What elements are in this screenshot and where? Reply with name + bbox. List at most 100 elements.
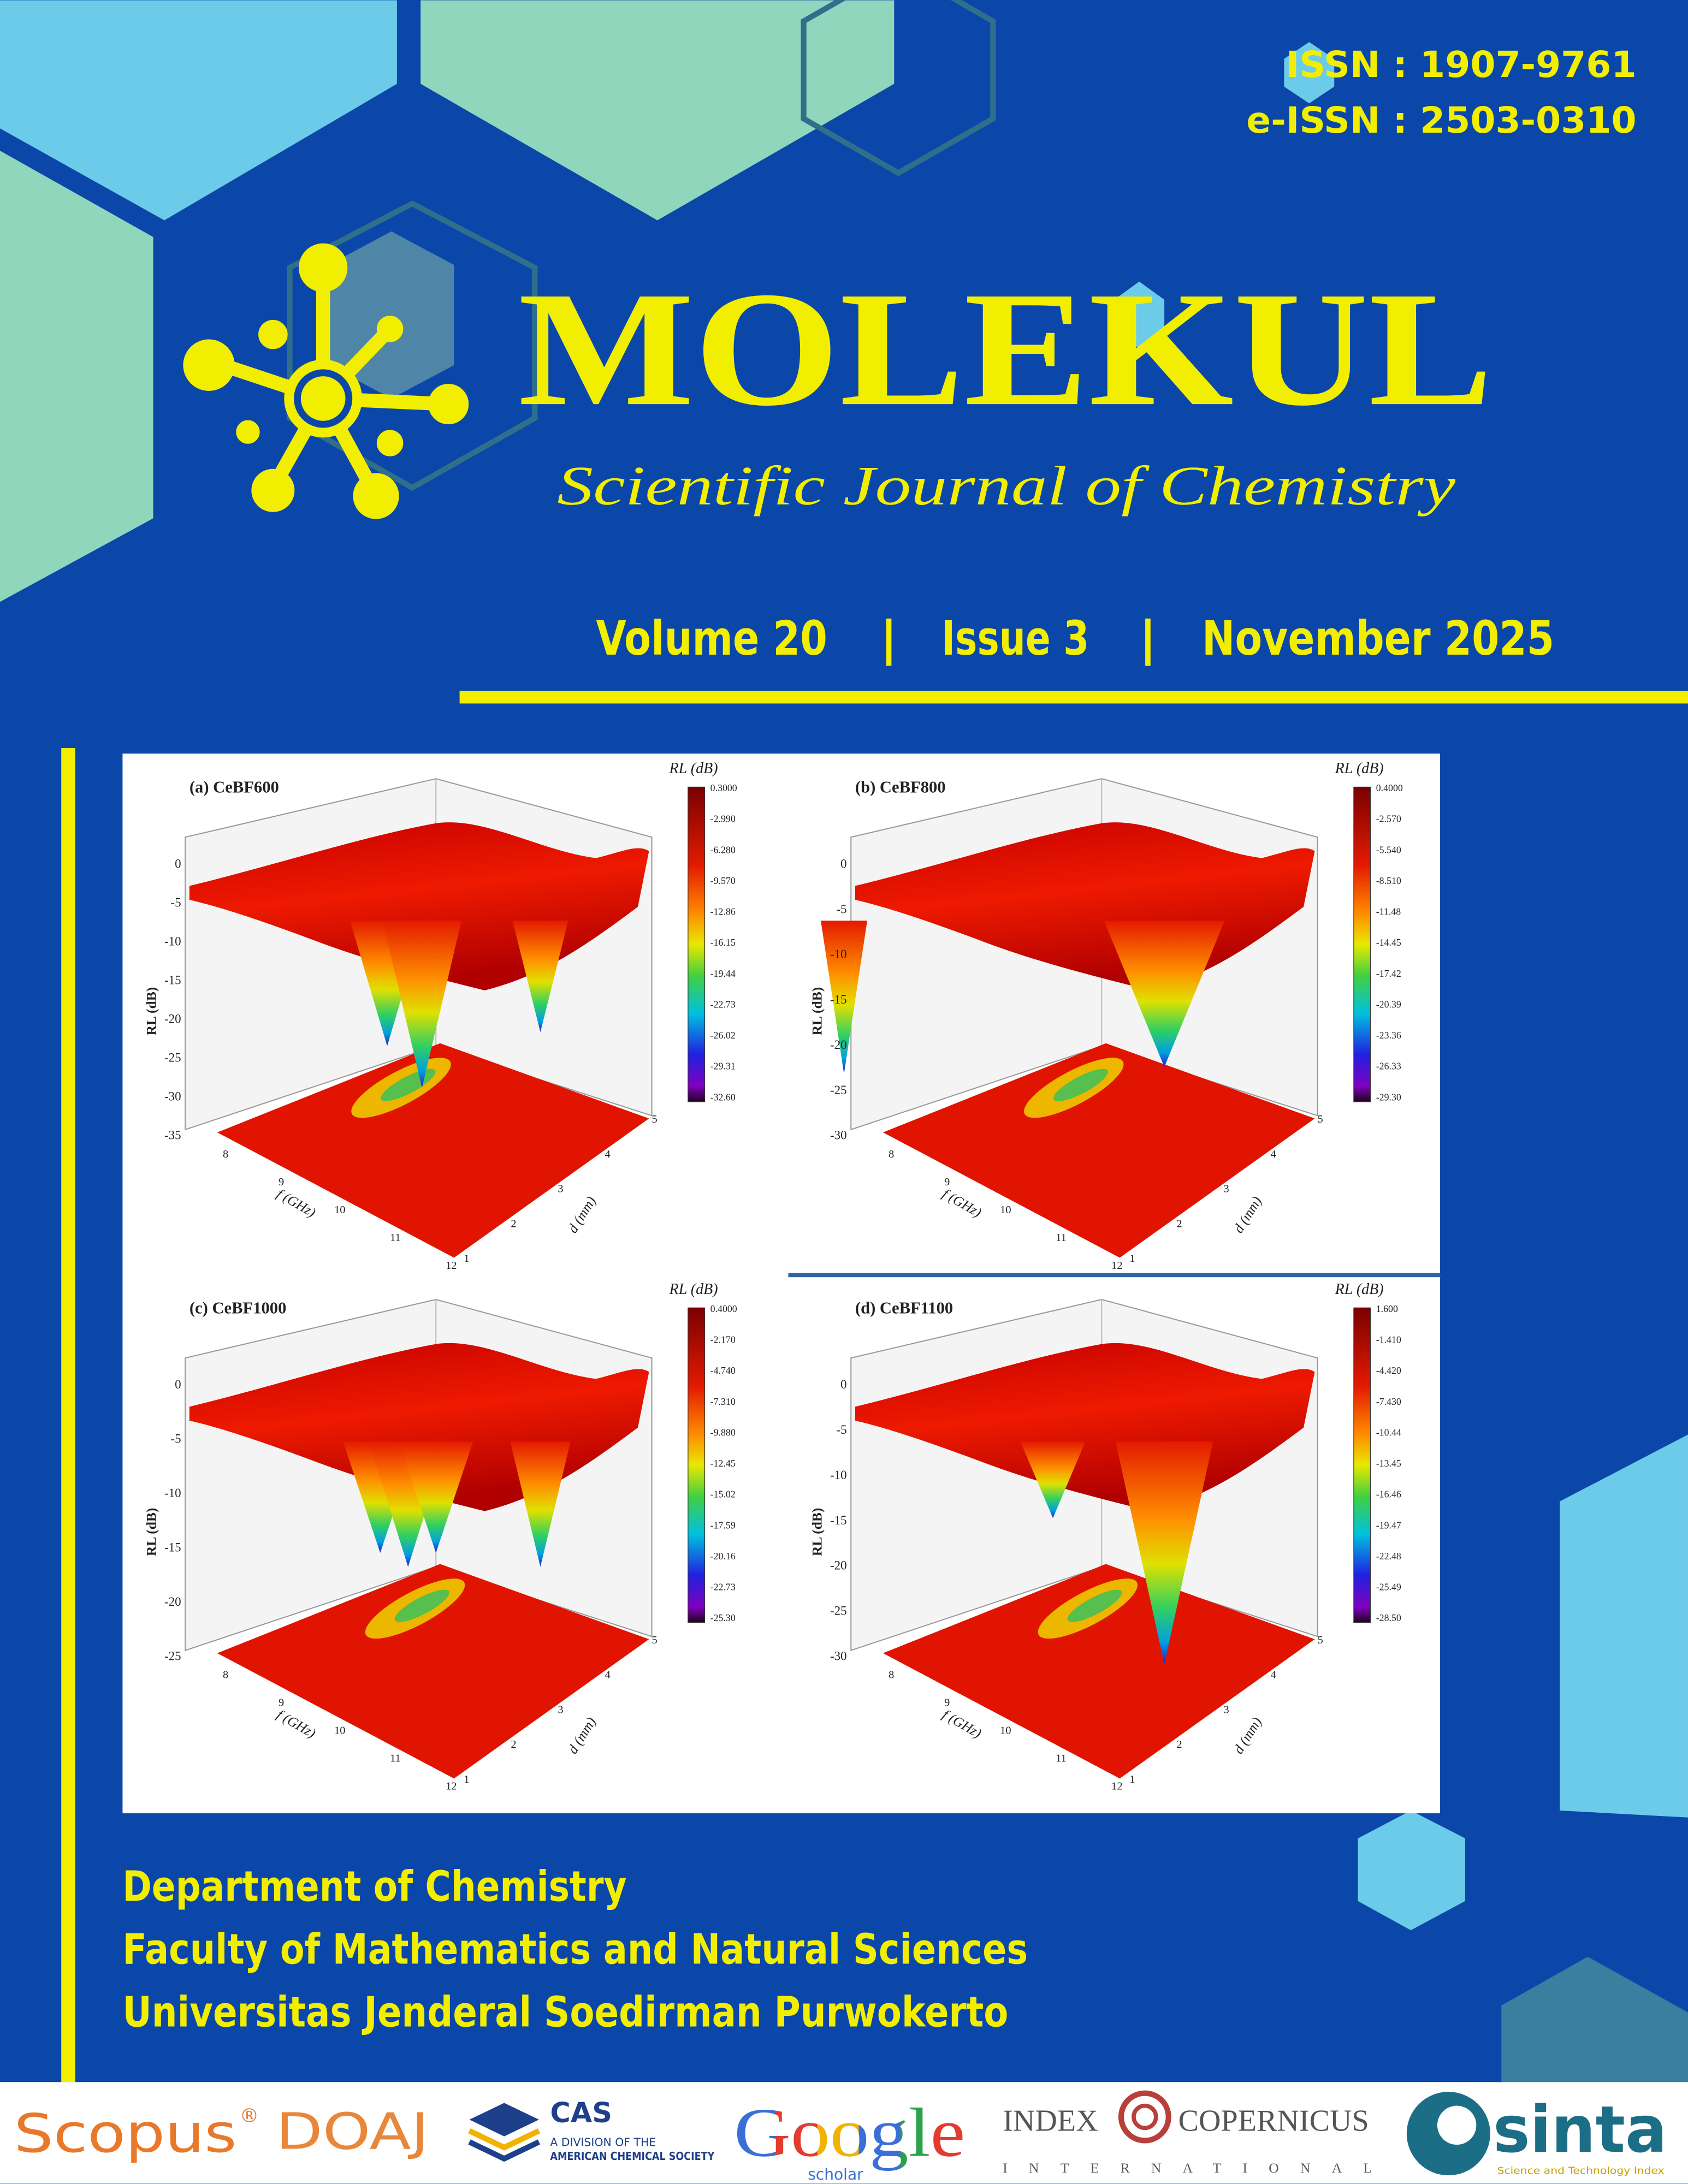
d-tick-label: 3 xyxy=(1223,1704,1229,1716)
colorbar-tick-label: -2.170 xyxy=(710,1334,736,1345)
cas-caption: A DIVISION OF THE xyxy=(550,2136,656,2149)
colorbar-tick-label: -25.49 xyxy=(1376,1582,1401,1593)
d-tick-label: 4 xyxy=(1271,1148,1276,1160)
d-tick-label: 4 xyxy=(605,1148,610,1160)
f-tick-label: 11 xyxy=(1056,1232,1067,1244)
colorbar-tick-label: 1.600 xyxy=(1376,1303,1398,1314)
colorbar-tick-label: -12.86 xyxy=(710,906,736,917)
cas-icon xyxy=(468,2103,541,2162)
colorbar-tick-label: -12.45 xyxy=(710,1458,736,1469)
google-caption: scholar xyxy=(808,2165,863,2183)
hexagon xyxy=(1501,1956,1688,2082)
sinta-logo: sinta xyxy=(1493,2092,1667,2167)
hexagon xyxy=(1114,281,1165,349)
z-tick-label: -20 xyxy=(164,1012,181,1026)
d-tick-label: 3 xyxy=(558,1704,563,1716)
d-tick-label: 5 xyxy=(652,1113,658,1125)
panel-label: (c) CeBF1000 xyxy=(189,1299,287,1317)
colorbar-tick-label: -22.73 xyxy=(710,1582,736,1593)
copernicus-icon xyxy=(1118,2090,1171,2144)
colorbar-tick-label: -32.60 xyxy=(710,1091,736,1102)
plot-panel: (a) CeBF600 RL (dB) 0.3000 -2.990 -6.280 -9.5… xyxy=(144,760,737,1272)
d-tick-label: 5 xyxy=(652,1634,658,1646)
contour-spot xyxy=(394,1589,449,1622)
z-tick-label: -25 xyxy=(830,1604,847,1618)
f-tick-label: 11 xyxy=(390,1232,401,1244)
f-tick-label: 8 xyxy=(889,1148,894,1160)
colorbar-tick-label: 0.4000 xyxy=(710,1303,737,1314)
f-tick-label: 9 xyxy=(279,1697,284,1709)
colorbar-tick-label: -4.420 xyxy=(1376,1365,1401,1376)
divider xyxy=(459,691,1688,704)
colorbar-tick-label: -23.36 xyxy=(1376,1030,1401,1041)
plot-panel: (c) CeBF1000 RL (dB) 0.4000 -2.170 -4.740 -7.… xyxy=(144,1281,737,1793)
z-tick-label: 0 xyxy=(175,857,181,870)
hexagon xyxy=(0,150,153,602)
colorbar-tick-label: -7.430 xyxy=(1376,1396,1401,1407)
eissn: e-ISSN : 2503-0310 xyxy=(1246,99,1636,141)
z-tick-label: -5 xyxy=(170,1432,181,1446)
colorbar-tick-label: 0.4000 xyxy=(1376,782,1403,793)
plot-panel: (b) CeBF800 RL (dB) 0.4000 -2.570 -5.540 -8.5… xyxy=(809,760,1403,1272)
colorbar-tick-label: -22.73 xyxy=(710,999,736,1010)
colorbar xyxy=(1353,1307,1371,1623)
f-tick-label: 9 xyxy=(944,1697,950,1709)
colorbar-tick-label: -16.15 xyxy=(710,937,736,948)
z-tick-label: -15 xyxy=(830,1514,847,1527)
z-tick-label: -20 xyxy=(830,1559,847,1572)
scopus-logo: Scopus xyxy=(14,2103,237,2164)
d-tick-label: 5 xyxy=(1318,1634,1323,1646)
publisher-line: Universitas Jenderal Soedirman Purwokert… xyxy=(122,1988,1008,2037)
colorbar-tick-label: -29.30 xyxy=(1376,1091,1401,1102)
z-tick-label: -25 xyxy=(164,1051,181,1065)
colorbar-tick-label: -20.16 xyxy=(710,1551,736,1562)
z-tick-label: -20 xyxy=(830,1038,847,1052)
z-tick-label: -15 xyxy=(830,993,847,1006)
d-tick-label: 1 xyxy=(464,1773,469,1785)
z-tick-label: -30 xyxy=(164,1090,181,1103)
colorbar-tick-label: -14.45 xyxy=(1376,937,1401,948)
colorbar-tick-label: -7.310 xyxy=(710,1396,736,1407)
sinta-icon xyxy=(1406,2092,1490,2176)
separator: | xyxy=(880,612,898,667)
scopus-mark: ® xyxy=(240,2105,259,2127)
hexagon xyxy=(420,0,895,221)
z-tick-label: -15 xyxy=(164,1541,181,1554)
z-tick-label: -5 xyxy=(836,1423,846,1437)
d-tick-label: 5 xyxy=(1318,1113,1323,1125)
panel-label: (d) CeBF1100 xyxy=(855,1299,953,1317)
d-tick-label: 4 xyxy=(1271,1669,1276,1681)
z-tick-label: -10 xyxy=(164,934,181,948)
doaj-logo: DOAJ xyxy=(276,2103,429,2161)
d-tick-label: 2 xyxy=(511,1738,516,1750)
colorbar xyxy=(1353,786,1371,1102)
z-tick-label: -30 xyxy=(830,1129,847,1142)
surface-spike xyxy=(510,1441,571,1567)
z-tick-label: -20 xyxy=(164,1595,181,1609)
surface-spike xyxy=(820,921,868,1074)
f-tick-label: 10 xyxy=(334,1204,345,1216)
contour-floor xyxy=(217,1564,649,1779)
d-tick-label: 4 xyxy=(605,1669,610,1681)
f-tick-label: 12 xyxy=(446,1260,457,1272)
f-tick-label: 12 xyxy=(1111,1260,1122,1272)
copernicus-caption: INTERNATIONAL xyxy=(1003,2160,1372,2176)
f-tick-label: 11 xyxy=(390,1753,401,1765)
contour-spot xyxy=(1067,1589,1122,1622)
contour-spot xyxy=(1053,1069,1109,1101)
z-tick-label: -35 xyxy=(164,1129,181,1142)
cas-caption: AMERICAN CHEMICAL SOCIETY xyxy=(550,2150,714,2163)
colorbar-tick-label: -2.990 xyxy=(710,814,736,824)
panel-label: (a) CeBF600 xyxy=(189,778,279,797)
d-tick-label: 2 xyxy=(1176,1218,1182,1230)
z-tick-label: -25 xyxy=(164,1649,181,1663)
contour-floor xyxy=(883,1564,1315,1779)
issue-number: Issue 3 xyxy=(941,612,1089,666)
issue-date: November 2025 xyxy=(1202,612,1554,666)
z-axis-label: RL (dB) xyxy=(809,1508,825,1557)
colorbar xyxy=(688,1307,706,1623)
z-tick-label: 0 xyxy=(840,857,846,870)
surface-spike xyxy=(512,921,568,1032)
